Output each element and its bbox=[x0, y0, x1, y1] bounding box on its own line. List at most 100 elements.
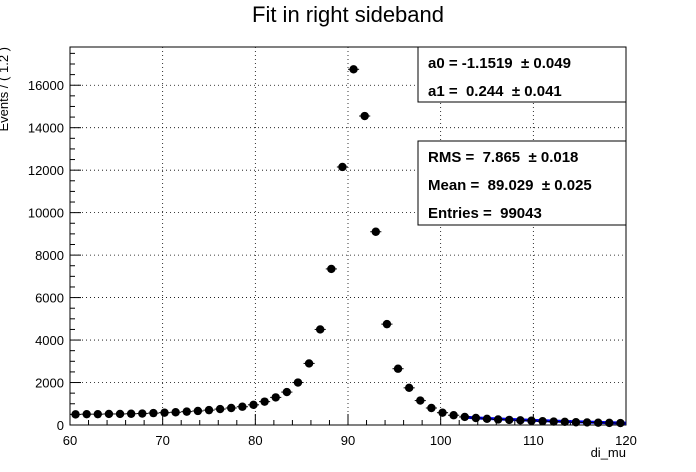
data-marker bbox=[126, 409, 136, 418]
data-point bbox=[92, 409, 104, 419]
y-tick-label: 2000 bbox=[35, 376, 64, 391]
data-point bbox=[336, 162, 348, 172]
x-tick-label: 100 bbox=[430, 433, 452, 448]
data-marker bbox=[538, 416, 547, 426]
data-marker bbox=[594, 418, 603, 427]
data-point bbox=[125, 409, 137, 418]
x-tick-label: 90 bbox=[341, 433, 355, 448]
data-point bbox=[414, 396, 426, 405]
data-marker bbox=[271, 393, 280, 402]
data-marker bbox=[571, 418, 581, 427]
data-point bbox=[459, 412, 471, 422]
data-marker bbox=[115, 409, 125, 419]
data-marker bbox=[316, 325, 325, 334]
data-point bbox=[548, 417, 560, 426]
data-point bbox=[103, 409, 115, 419]
data-marker bbox=[605, 418, 614, 428]
data-point bbox=[81, 409, 93, 419]
data-point bbox=[247, 400, 260, 410]
x-axis: 60 70 80 90 100 110 120 bbox=[63, 414, 637, 448]
data-marker bbox=[304, 359, 314, 368]
data-point bbox=[114, 409, 126, 419]
data-point bbox=[359, 111, 371, 121]
data-marker bbox=[160, 408, 169, 417]
data-points bbox=[70, 65, 626, 428]
data-point bbox=[525, 416, 538, 425]
data-point bbox=[203, 405, 215, 415]
data-point bbox=[381, 319, 393, 329]
data-marker bbox=[549, 417, 558, 426]
data-point bbox=[492, 415, 504, 424]
data-marker bbox=[382, 319, 392, 329]
y-tick-label: 8000 bbox=[35, 248, 64, 263]
data-marker bbox=[416, 396, 425, 405]
data-marker bbox=[215, 404, 225, 414]
data-marker bbox=[482, 414, 492, 424]
data-marker bbox=[527, 416, 536, 425]
data-point bbox=[270, 393, 282, 402]
data-point bbox=[503, 415, 515, 425]
data-marker bbox=[438, 408, 447, 417]
data-point bbox=[514, 416, 526, 425]
data-marker bbox=[349, 65, 358, 74]
data-marker bbox=[282, 387, 292, 397]
data-point bbox=[570, 418, 582, 427]
grid bbox=[70, 47, 626, 425]
data-point bbox=[370, 227, 382, 236]
data-point bbox=[158, 408, 171, 417]
data-marker bbox=[293, 378, 303, 387]
y-tick-label: 4000 bbox=[35, 333, 64, 348]
data-marker bbox=[171, 408, 180, 417]
data-point bbox=[559, 417, 571, 427]
data-point bbox=[147, 408, 159, 418]
data-marker bbox=[238, 402, 247, 411]
data-marker bbox=[338, 162, 347, 172]
x-tick-label: 120 bbox=[615, 433, 637, 448]
data-marker bbox=[193, 406, 203, 416]
data-point bbox=[392, 364, 404, 373]
data-point bbox=[292, 378, 304, 387]
y-tick-label: 14000 bbox=[28, 121, 64, 136]
x-tick-label: 110 bbox=[523, 433, 544, 448]
x-tick-label: 60 bbox=[63, 433, 77, 448]
stat-entries: Entries = 99043 bbox=[428, 205, 542, 222]
data-marker bbox=[93, 409, 103, 419]
data-point bbox=[214, 404, 226, 414]
y-axis-title: Events / ( 1.2 ) bbox=[0, 47, 11, 132]
data-point bbox=[436, 408, 449, 417]
data-point bbox=[281, 387, 293, 397]
data-marker bbox=[404, 383, 414, 393]
data-marker bbox=[82, 409, 91, 419]
data-point bbox=[537, 416, 549, 426]
data-marker bbox=[182, 407, 191, 416]
data-marker bbox=[71, 410, 80, 419]
data-point bbox=[481, 414, 493, 424]
data-point bbox=[181, 407, 193, 416]
data-point bbox=[603, 418, 615, 428]
data-point bbox=[581, 418, 593, 427]
data-point bbox=[192, 406, 204, 416]
data-marker bbox=[505, 415, 514, 425]
hist-stats-box: RMS = 7.865 ± 0.018 Mean = 89.029 ± 0.02… bbox=[417, 140, 627, 226]
y-tick-label: 12000 bbox=[28, 163, 64, 178]
data-marker bbox=[516, 416, 525, 425]
fit-param-a1: a1 = 0.244 ± 0.041 bbox=[428, 83, 562, 100]
y-axis: 0 2000 4000 6000 8000 10000 12000 14000 16000 bbox=[28, 52, 81, 433]
data-point bbox=[592, 418, 604, 427]
x-axis-title: di_mu bbox=[591, 445, 626, 460]
chart-title: Fit in right sideband bbox=[252, 2, 444, 27]
data-marker bbox=[327, 264, 336, 274]
x-tick-label: 80 bbox=[248, 433, 262, 448]
x-tick-label: 70 bbox=[155, 433, 169, 448]
y-tick-label: 16000 bbox=[28, 78, 64, 93]
data-marker bbox=[493, 415, 503, 424]
data-marker bbox=[371, 227, 380, 236]
data-marker bbox=[138, 409, 147, 418]
fit-stats-box: a0 = -1.1519 ± 0.049 a1 = 0.244 ± 0.041 bbox=[417, 46, 627, 103]
y-tick-label: 10000 bbox=[28, 206, 64, 221]
data-marker bbox=[260, 397, 269, 406]
data-point bbox=[614, 418, 626, 428]
data-point bbox=[70, 410, 82, 419]
data-marker bbox=[460, 412, 469, 422]
